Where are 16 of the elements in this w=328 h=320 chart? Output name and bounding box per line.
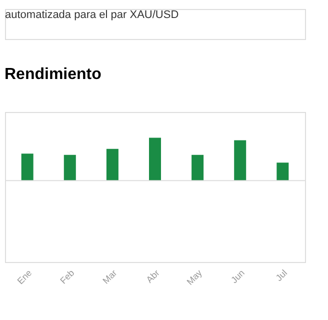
x-tick-label: Abr — [144, 268, 162, 285]
x-tick-label: Feb — [58, 268, 76, 286]
chart-title: Rendimiento — [4, 66, 102, 83]
bar — [21, 154, 34, 181]
x-tick-label: Jul — [274, 268, 290, 284]
x-tick-label: Ene — [15, 268, 34, 286]
bar — [276, 162, 289, 181]
bar — [192, 154, 204, 181]
x-tick-label: Jun — [229, 268, 246, 286]
x-tick-label: May — [184, 267, 204, 287]
text: automatizada para el par XAU/USD — [5, 9, 179, 21]
bar — [234, 140, 246, 181]
bar — [149, 138, 161, 181]
x-tick-label: Mar — [100, 268, 119, 286]
bar — [106, 148, 118, 181]
bar — [64, 154, 76, 181]
